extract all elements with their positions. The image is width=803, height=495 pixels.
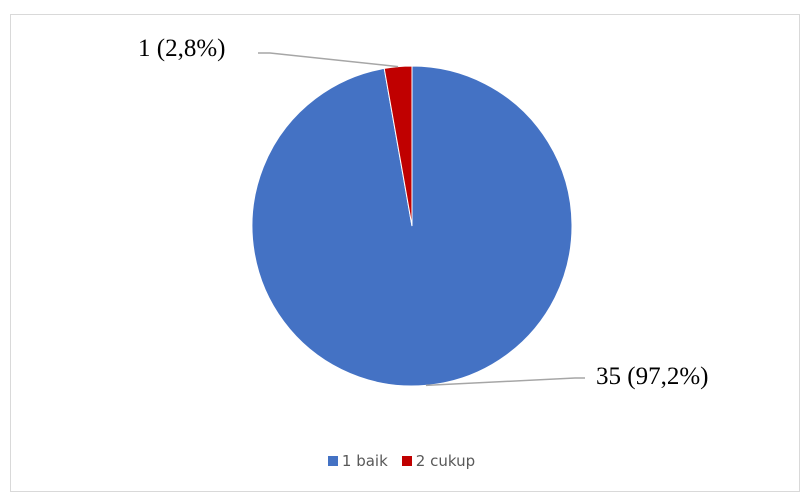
pie-slices <box>251 65 573 387</box>
data-label-baik: 35 (97,2%) <box>596 363 708 390</box>
leader-lines <box>258 52 585 387</box>
legend-label-cukup: 2 cukup <box>415 452 476 470</box>
data-label-cukup: 1 (2,8%) <box>138 35 225 62</box>
legend-swatch-cukup <box>401 456 412 466</box>
legend: 1 baik 2 cukup <box>0 452 803 470</box>
leader-line-baik <box>425 377 585 387</box>
legend-item-baik: 1 baik <box>327 452 388 470</box>
legend-item-cukup: 2 cukup <box>401 452 476 470</box>
legend-swatch-baik <box>327 456 338 466</box>
leader-line-cukup <box>258 52 399 68</box>
legend-label-baik: 1 baik <box>341 452 388 470</box>
